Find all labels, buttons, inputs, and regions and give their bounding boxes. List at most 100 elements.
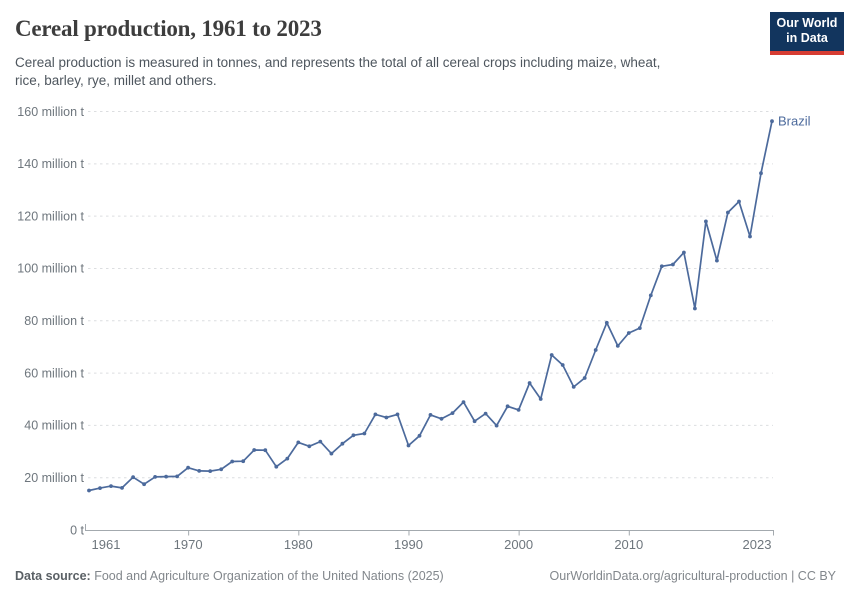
data-point [395, 412, 400, 417]
data-point [472, 419, 477, 424]
data-point [241, 459, 246, 464]
x-tick-label: 1990 [394, 537, 423, 552]
data-point [704, 219, 708, 224]
chart-subtitle-line: rice, barley, rye, millet and others. [15, 73, 217, 88]
data-point [175, 474, 180, 479]
data-point [186, 465, 191, 470]
data-point [726, 210, 730, 215]
owid-logo-line1: Our World [776, 16, 838, 31]
data-point [384, 415, 389, 420]
x-tick-label: 2023 [743, 537, 772, 552]
owid-logo-line2: in Data [786, 31, 828, 46]
data-point [682, 250, 686, 255]
data-point [671, 262, 675, 267]
series-label-brazil: Brazil [778, 114, 811, 129]
data-point [406, 443, 411, 448]
data-point [748, 234, 752, 239]
x-tick-label: 2000 [504, 537, 533, 552]
data-point [252, 448, 257, 452]
data-source-label: Data source: [15, 569, 91, 583]
credit-link[interactable]: OurWorldinData.org/agricultural-producti… [549, 569, 836, 583]
data-point [461, 400, 466, 404]
data-source: Data source: Food and Agriculture Organi… [15, 569, 444, 584]
data-point [219, 467, 224, 472]
y-tick-label: 160 million t [17, 105, 84, 119]
data-point [516, 408, 521, 412]
x-tick-label: 1980 [284, 537, 313, 552]
data-point [549, 353, 554, 357]
data-point [582, 376, 587, 380]
data-point [693, 306, 697, 311]
data-point [450, 411, 455, 415]
data-point [296, 440, 301, 445]
chart-title: Cereal production, 1961 to 2023 [15, 16, 322, 41]
data-point [715, 258, 719, 263]
data-point [759, 171, 763, 176]
data-point [637, 326, 642, 330]
data-point [351, 433, 356, 438]
data-point [428, 413, 433, 417]
x-tick-label: 1970 [174, 537, 203, 552]
series-end-label: Brazil [778, 114, 811, 129]
data-point [593, 348, 598, 352]
y-tick-label: 120 million t [17, 209, 84, 223]
data-source-text: Food and Agriculture Organization of the… [90, 569, 444, 583]
data-point [87, 488, 91, 493]
data-point [164, 474, 169, 479]
y-tick-label: 60 million t [24, 366, 84, 380]
data-point [538, 397, 543, 401]
data-line [88, 120, 773, 492]
data-point [98, 486, 102, 490]
data-point [362, 431, 367, 436]
data-point [120, 486, 124, 490]
data-point [307, 444, 312, 449]
y-tick-label: 0 t [70, 523, 84, 537]
owid-logo[interactable]: Our World in Data [770, 12, 844, 55]
x-tick-label: 1961 [92, 537, 121, 552]
data-point [230, 459, 235, 464]
chart-footer: Data source: Food and Agriculture Organi… [15, 569, 836, 584]
data-point [483, 411, 488, 416]
data-point [648, 293, 653, 298]
data-point [373, 412, 378, 417]
data-points [87, 119, 774, 493]
y-tick-label: 40 million t [24, 419, 84, 433]
data-point [560, 363, 565, 367]
data-point [770, 119, 774, 124]
data-point [615, 344, 620, 348]
data-point [505, 404, 510, 409]
data-point [263, 448, 268, 453]
chart-subtitle: Cereal production is measured in tonnes,… [15, 54, 660, 90]
data-point [626, 331, 631, 335]
data-point [571, 385, 576, 389]
data-point [274, 464, 279, 469]
owid-logo-box: Our World in Data [770, 12, 844, 51]
data-point [318, 439, 323, 444]
data-point [340, 441, 345, 446]
chart-subtitle-line: Cereal production is measured in tonnes,… [15, 55, 661, 70]
data-point [131, 475, 136, 480]
y-tick-label: 100 million t [17, 262, 84, 276]
data-point [527, 381, 532, 385]
data-point [285, 456, 290, 461]
data-point [604, 320, 609, 325]
data-point [494, 423, 499, 428]
data-point [439, 416, 444, 421]
y-tick-label: 140 million t [17, 157, 84, 171]
data-point [197, 469, 202, 473]
y-tick-label: 20 million t [24, 471, 84, 485]
x-axis-labels: 1961 1970 1980 1990 2000 2010 2023 [92, 537, 772, 552]
data-point [737, 199, 741, 204]
data-point [208, 469, 213, 473]
x-tick-label: 2010 [614, 537, 643, 552]
y-tick-label: 80 million t [24, 314, 84, 328]
data-point [153, 475, 158, 479]
x-axis [85, 524, 774, 536]
data-point [659, 264, 664, 269]
y-axis-labels: 0 t 20 million t 40 million t 60 million t 8… [17, 105, 84, 537]
data-point [329, 451, 334, 456]
owid-logo-accent-bar [770, 50, 844, 55]
data-point [109, 484, 113, 488]
